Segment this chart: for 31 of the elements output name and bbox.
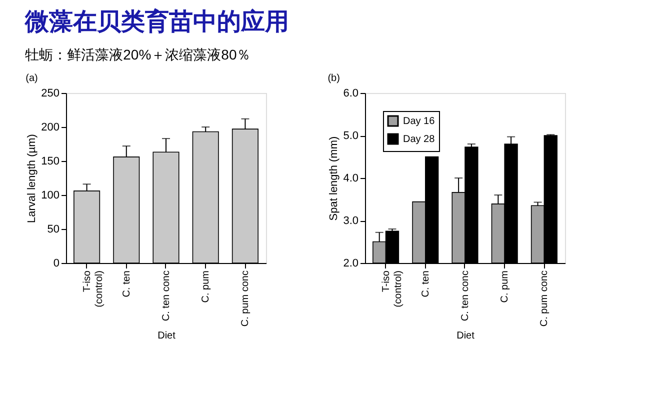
chart-title: 微藻在贝类育苗中的应用 — [24, 8, 290, 36]
x-tick-label: C. pum conc — [240, 270, 252, 327]
x-tick-label: C. pum — [200, 270, 212, 303]
text: (b) — [328, 73, 340, 84]
y-tick-label: 100 — [41, 190, 60, 202]
x-axis-title: Diet — [456, 330, 475, 342]
y-tick-label: 5.0 — [343, 130, 358, 142]
y-tick-label: 3.0 — [343, 215, 358, 227]
legend-label: Day 28 — [403, 134, 436, 145]
y-tick-label: 0 — [53, 258, 60, 270]
y-tick-label: 6.0 — [343, 88, 358, 100]
x-tick-label: C. ten — [420, 270, 432, 298]
x-tick-label: C. pum conc — [539, 270, 550, 327]
x-tick-label: T-iso (control) — [380, 270, 404, 308]
x-tick-label: C. pum — [500, 270, 511, 303]
y-axis-title: Spat length (mm) — [328, 136, 340, 221]
y-tick-label: 50 — [47, 224, 60, 236]
x-tick-label: C. ten conc — [161, 270, 172, 322]
y-tick-label: 4.0 — [343, 172, 358, 184]
x-tick-label: C. ten — [121, 270, 132, 298]
text: (a) — [26, 73, 38, 84]
y-axis-title: Larval length (µm) — [26, 134, 38, 223]
x-tick-label: C. ten conc — [460, 270, 471, 322]
y-tick-label: 200 — [41, 122, 60, 134]
y-tick-label: 150 — [41, 156, 60, 168]
y-tick-label: 2.0 — [343, 258, 358, 270]
x-axis-title: Diet — [158, 330, 176, 342]
chart-subtitle: 牡蛎：鲜活藻液20%＋浓缩藻液80％ — [25, 46, 251, 62]
x-tick-label: T-iso (control) — [82, 270, 105, 308]
legend-label: Day 16 — [403, 116, 436, 127]
y-tick-label: 250 — [41, 88, 60, 100]
